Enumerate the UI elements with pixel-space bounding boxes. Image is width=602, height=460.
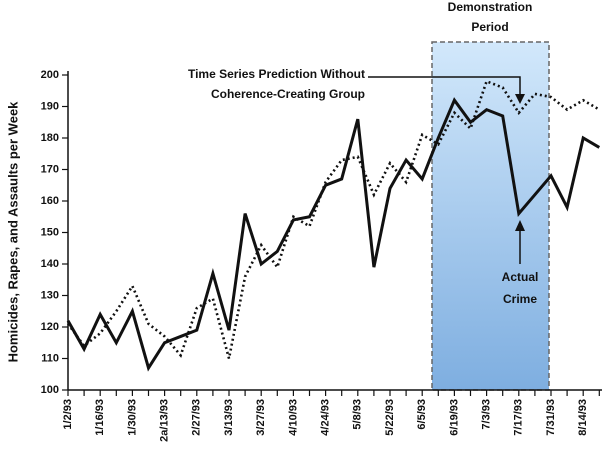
x-tick-label: 3/13/93 — [223, 399, 235, 436]
prediction-arrow — [368, 76, 521, 96]
actual-label: Actual — [502, 270, 539, 284]
prediction-arrowhead — [515, 94, 525, 104]
x-tick-label: 3/27/93 — [255, 399, 267, 436]
x-tick-label: 6/5/93 — [416, 399, 428, 430]
demonstration-period — [431, 41, 550, 391]
x-tick-label: 7/17/93 — [513, 399, 525, 436]
x-tick-label: 4/10/93 — [287, 399, 299, 436]
period-label: Period — [471, 20, 508, 34]
x-tick-label: 5/22/93 — [384, 399, 396, 436]
y-axis-label: Homicides, Rapes, and Assaults per Week — [5, 101, 20, 363]
x-tick-label: 7/3/93 — [481, 399, 493, 430]
y-tick-label: 130 — [41, 289, 59, 301]
actual-arrowhead — [515, 220, 525, 231]
prediction-label: Coherence-Creating Group — [211, 87, 365, 101]
y-tick-label: 200 — [41, 69, 59, 81]
y-tick-label: 190 — [41, 100, 59, 112]
y-tick-label: 110 — [41, 352, 59, 364]
x-tick-label: 8/14/93 — [577, 399, 589, 436]
prediction-label: Time Series Prediction Without — [188, 67, 365, 81]
y-tick-label: 100 — [41, 384, 59, 396]
y-tick-label: 180 — [41, 132, 59, 144]
y-tick-label: 120 — [41, 321, 59, 333]
x-tick-label: 2/27/93 — [191, 399, 203, 436]
prediction-line — [66, 79, 600, 359]
x-tick-label: 5/8/93 — [352, 399, 364, 430]
x-tick-label: 2a/13/93 — [159, 399, 171, 442]
actual-label: Crime — [503, 292, 537, 306]
y-tick-label: 170 — [41, 163, 59, 175]
period-label: Demonstration — [448, 0, 533, 14]
y-tick-label: 160 — [41, 195, 59, 207]
x-tick-label: 1/30/93 — [126, 399, 138, 436]
actual-line — [66, 97, 601, 372]
x-tick-label: 7/31/93 — [545, 399, 557, 436]
x-tick-label: 6/19/93 — [448, 399, 460, 436]
x-tick-label: 4/24/93 — [320, 399, 332, 436]
y-tick-label: 140 — [41, 258, 59, 270]
x-tick-label: 1/2/93 — [62, 399, 74, 430]
x-tick-label: 1/16/93 — [94, 399, 106, 436]
y-tick-label: 150 — [41, 226, 59, 238]
